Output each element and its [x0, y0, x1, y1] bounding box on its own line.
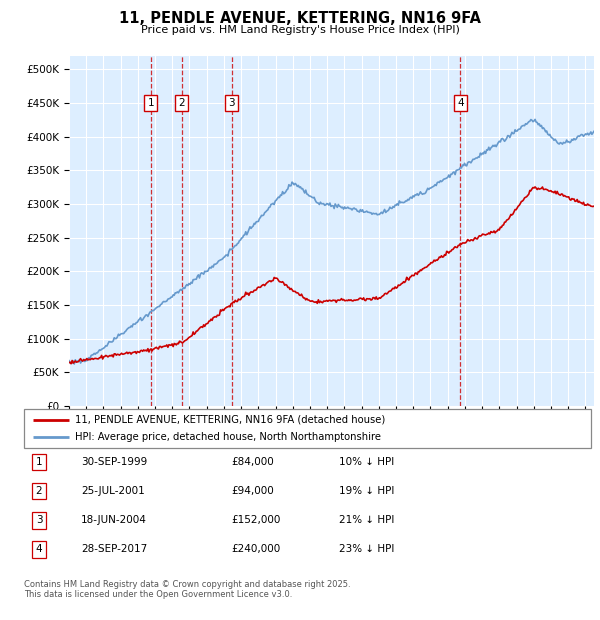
Text: 4: 4: [35, 544, 43, 554]
Text: 3: 3: [35, 515, 43, 525]
Text: 18-JUN-2004: 18-JUN-2004: [81, 515, 147, 525]
Text: £94,000: £94,000: [231, 486, 274, 496]
Text: £240,000: £240,000: [231, 544, 280, 554]
Text: 11, PENDLE AVENUE, KETTERING, NN16 9FA: 11, PENDLE AVENUE, KETTERING, NN16 9FA: [119, 11, 481, 26]
Text: 2: 2: [179, 98, 185, 108]
Text: 30-SEP-1999: 30-SEP-1999: [81, 457, 147, 467]
Text: 10% ↓ HPI: 10% ↓ HPI: [339, 457, 394, 467]
Text: £84,000: £84,000: [231, 457, 274, 467]
Text: 28-SEP-2017: 28-SEP-2017: [81, 544, 147, 554]
Text: 4: 4: [457, 98, 464, 108]
Text: 3: 3: [229, 98, 235, 108]
Text: Price paid vs. HM Land Registry's House Price Index (HPI): Price paid vs. HM Land Registry's House …: [140, 25, 460, 35]
Text: Contains HM Land Registry data © Crown copyright and database right 2025.
This d: Contains HM Land Registry data © Crown c…: [24, 580, 350, 599]
Text: HPI: Average price, detached house, North Northamptonshire: HPI: Average price, detached house, Nort…: [75, 432, 381, 442]
Text: 25-JUL-2001: 25-JUL-2001: [81, 486, 145, 496]
Text: 1: 1: [148, 98, 154, 108]
Text: 1: 1: [35, 457, 43, 467]
Text: 19% ↓ HPI: 19% ↓ HPI: [339, 486, 394, 496]
Text: 11, PENDLE AVENUE, KETTERING, NN16 9FA (detached house): 11, PENDLE AVENUE, KETTERING, NN16 9FA (…: [75, 415, 385, 425]
Text: 21% ↓ HPI: 21% ↓ HPI: [339, 515, 394, 525]
Text: £152,000: £152,000: [231, 515, 280, 525]
Text: 23% ↓ HPI: 23% ↓ HPI: [339, 544, 394, 554]
Text: 2: 2: [35, 486, 43, 496]
